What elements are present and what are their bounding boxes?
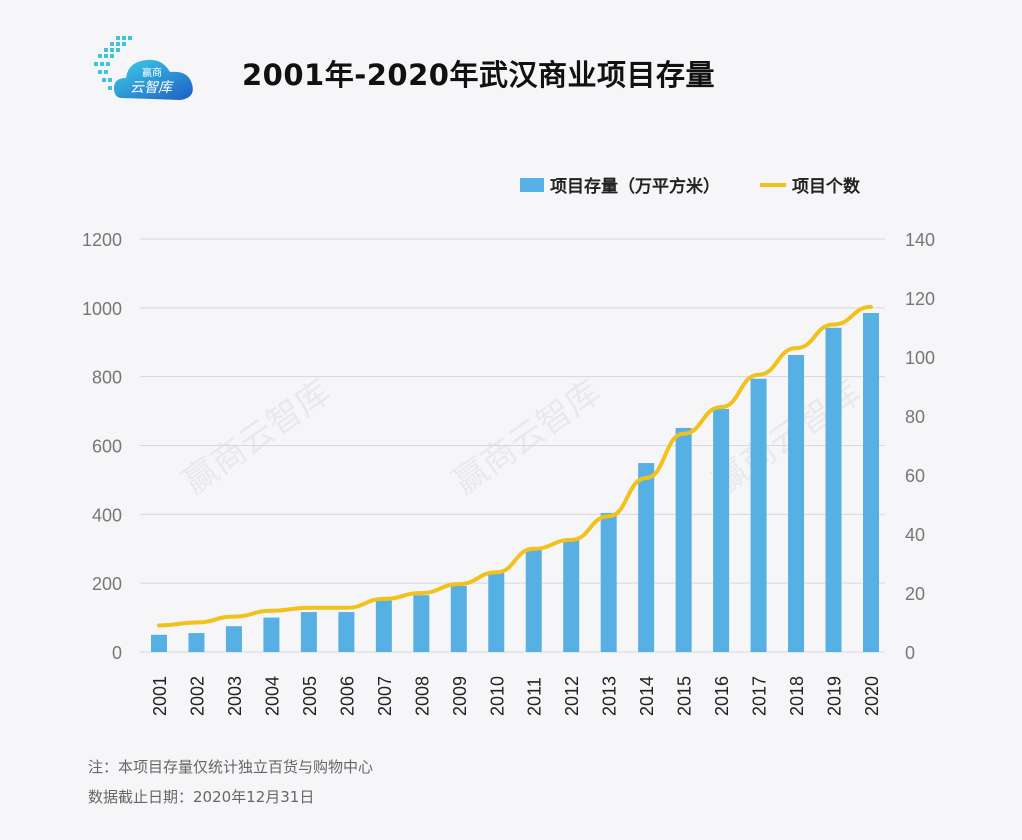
bar-2005 — [300, 612, 317, 652]
page-title: 2001年-2020年武汉商业项目存量 — [242, 58, 715, 92]
x-axis-tick: 2011 — [525, 677, 545, 716]
x-axis-tick: 2020 — [862, 676, 882, 716]
right-axis-tick: 60 — [905, 466, 925, 486]
x-axis-tick: 2003 — [225, 676, 245, 716]
bar-2011 — [525, 548, 542, 652]
line-point-2008 — [420, 592, 422, 594]
bar-2006 — [338, 612, 355, 652]
left-axis-tick: 800 — [92, 368, 122, 388]
x-axis-tick: 2002 — [187, 676, 207, 716]
line-point-2002 — [195, 622, 197, 623]
bar-2020 — [863, 312, 879, 652]
line-point-2009 — [458, 583, 460, 585]
line-series-project-count — [157, 304, 873, 628]
bar-2016 — [713, 409, 730, 652]
bar-2013 — [600, 512, 617, 652]
line-point-2018 — [795, 347, 797, 349]
right-axis-tick: 80 — [905, 407, 925, 427]
bar-2001 — [151, 634, 167, 652]
legend-line-swatch — [760, 182, 786, 187]
left-axis-tick: 600 — [92, 437, 122, 457]
line-point-2004 — [270, 610, 272, 612]
line-point-2015 — [683, 433, 685, 435]
line-point-2006 — [345, 607, 347, 609]
right-axis-tick: 120 — [905, 289, 935, 309]
x-axis-tick: 2008 — [412, 676, 432, 716]
right-axis-tick: 40 — [905, 525, 925, 545]
left-axis-tick: 400 — [92, 505, 122, 525]
bar-2018 — [788, 354, 805, 652]
x-axis-tick: 2012 — [562, 676, 582, 716]
bar-2002 — [188, 633, 205, 652]
line-point-2017 — [758, 374, 760, 376]
logo: 赢商 云智库 — [94, 36, 193, 100]
bar-2009 — [450, 585, 467, 652]
bar-2012 — [563, 539, 580, 652]
bar-2003 — [225, 626, 242, 652]
bar-2007 — [375, 597, 392, 652]
x-axis-tick: 2017 — [750, 676, 770, 716]
x-axis-tick: 2014 — [637, 676, 657, 716]
line-point-2011 — [533, 548, 535, 550]
right-axis-tick: 0 — [905, 643, 915, 663]
x-axis-tick: 2007 — [375, 676, 395, 716]
bar-2014 — [638, 463, 655, 652]
legend: 项目存量（万平方米） 项目个数 — [520, 172, 860, 197]
line-point-2003 — [233, 616, 235, 618]
logo-text-top: 赢商 — [142, 66, 162, 79]
x-axis-tick: 2015 — [675, 676, 695, 716]
line-point-2010 — [495, 571, 497, 573]
right-axis-tick: 100 — [905, 348, 935, 368]
line-point-2013 — [608, 515, 610, 517]
footnote: 注：本项目存量仅统计独立百货与购物中心 — [88, 758, 374, 776]
line-point-2007 — [383, 598, 385, 600]
legend-line-label: 项目个数 — [792, 177, 860, 197]
bar-2019 — [825, 327, 842, 652]
x-axis-tick: 2001 — [150, 676, 170, 716]
left-axis-tick: 1200 — [82, 230, 122, 250]
line-point-2016 — [720, 406, 722, 408]
bar-2004 — [263, 617, 280, 652]
x-axis-tick: 2016 — [712, 676, 732, 716]
x-axis-tick: 2009 — [450, 676, 470, 716]
x-axis-tick: 2010 — [487, 676, 507, 716]
legend-bar-label: 项目存量（万平方米） — [550, 177, 720, 197]
line-point-2020 — [870, 306, 872, 308]
line-point-2001 — [158, 624, 160, 626]
x-axis-tick: 2019 — [825, 676, 845, 716]
line-point-2012 — [570, 539, 572, 541]
x-axis-tick: 2006 — [337, 676, 357, 716]
legend-bar-swatch — [520, 177, 544, 192]
bar-2015 — [675, 427, 692, 652]
bar-2017 — [750, 378, 767, 652]
right-axis-tick: 140 — [905, 230, 935, 250]
x-axis-tick: 2004 — [262, 676, 282, 716]
line-point-2014 — [645, 477, 647, 479]
right-axis-tick: 20 — [905, 584, 925, 604]
x-axis-tick: 2018 — [787, 676, 807, 716]
x-axis-tick: 2013 — [600, 676, 620, 716]
bar-2008 — [413, 595, 430, 652]
left-axis-tick: 1000 — [82, 299, 122, 319]
line-point-2005 — [308, 607, 310, 609]
x-axis-tick: 2005 — [300, 676, 320, 716]
data-date-note: 数据截止日期：2020年12月31日 — [88, 788, 315, 806]
bar-2010 — [488, 572, 505, 652]
logo-text-bottom: 云智库 — [130, 80, 174, 96]
line-point-2019 — [833, 324, 835, 326]
left-axis-tick: 0 — [112, 643, 122, 663]
left-axis-tick: 200 — [92, 574, 122, 594]
